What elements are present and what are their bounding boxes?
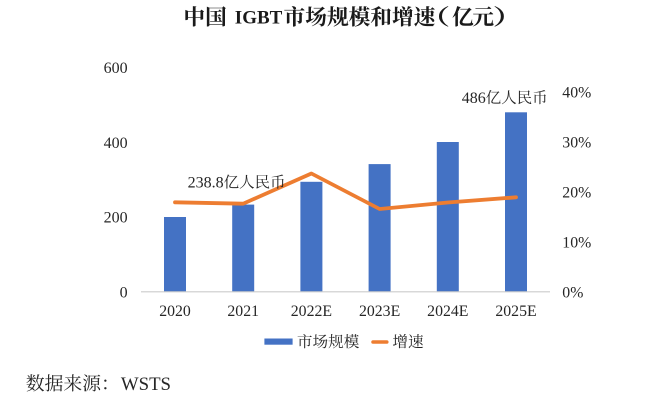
svg-text:20%: 20% <box>562 185 591 202</box>
svg-text:2022E: 2022E <box>291 303 332 320</box>
svg-text:IGBT: IGBT <box>235 7 283 28</box>
svg-text:2021: 2021 <box>227 303 259 320</box>
svg-text:486: 486 <box>462 90 486 107</box>
svg-text:400: 400 <box>104 135 128 152</box>
svg-text:2023E: 2023E <box>359 303 400 320</box>
svg-text:WSTS: WSTS <box>121 374 171 395</box>
svg-text:30%: 30% <box>562 135 591 152</box>
svg-text:2025E: 2025E <box>495 303 536 320</box>
svg-text:2024E: 2024E <box>427 303 468 320</box>
svg-text:2020: 2020 <box>159 303 191 320</box>
svg-text:200: 200 <box>104 210 128 227</box>
svg-text:600: 600 <box>104 60 128 77</box>
svg-text:10%: 10% <box>562 235 591 252</box>
svg-text:0: 0 <box>120 284 128 301</box>
svg-text:0%: 0% <box>562 285 583 302</box>
svg-text:40%: 40% <box>562 85 591 102</box>
svg-text:238.8: 238.8 <box>188 175 224 192</box>
